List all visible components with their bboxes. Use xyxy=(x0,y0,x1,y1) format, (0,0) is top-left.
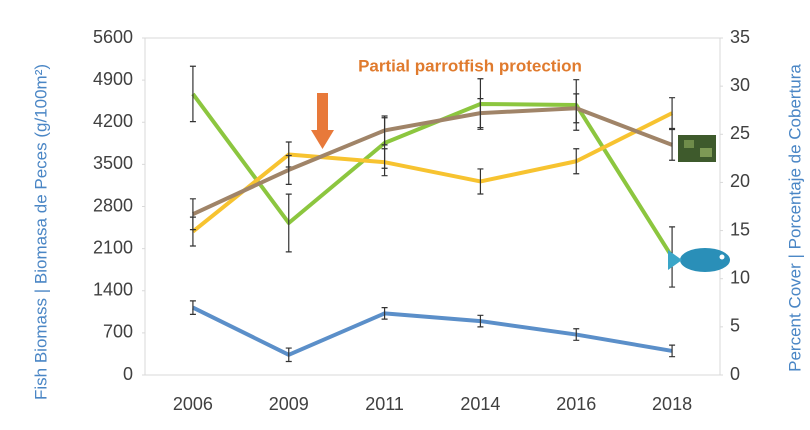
error-bar xyxy=(669,344,676,358)
error-bar xyxy=(189,65,196,123)
y2-tick-label: 10 xyxy=(730,267,750,287)
error-bar xyxy=(573,93,580,124)
x-tick-label: 2016 xyxy=(556,394,596,414)
y2-axis-title: Percent Cover | Porcentaje de Cobertura xyxy=(785,64,804,372)
error-bar xyxy=(477,98,484,129)
annotation: Partial parrotfish protection xyxy=(358,56,582,75)
arrow xyxy=(311,93,334,149)
y2-tick-label: 20 xyxy=(730,171,750,191)
y2-tick-label: 35 xyxy=(730,27,750,47)
error-bar xyxy=(285,154,292,185)
y-tick-label: 0 xyxy=(123,364,133,384)
y2-tick-label: 25 xyxy=(730,123,750,143)
error-bar xyxy=(189,300,196,315)
line xyxy=(191,111,673,234)
fish-icon xyxy=(668,248,730,272)
error-bar xyxy=(381,115,388,146)
y2-tick-label: 15 xyxy=(730,219,750,239)
y2-tick-label: 5 xyxy=(730,316,740,336)
y-tick-label: 2800 xyxy=(93,195,133,215)
y-tick-label: 4900 xyxy=(93,69,133,89)
error-bar xyxy=(189,198,196,231)
y-tick-label: 5600 xyxy=(93,27,133,47)
error-bar xyxy=(573,148,580,175)
y-tick-label: 700 xyxy=(103,322,133,342)
y-tick-label: 3500 xyxy=(93,153,133,173)
algae-icon xyxy=(678,135,716,162)
y-tick-label: 2100 xyxy=(93,237,133,257)
line xyxy=(192,305,673,357)
error-bar xyxy=(285,193,292,253)
y2-tick-label: 0 xyxy=(730,364,740,384)
error-bar xyxy=(573,328,580,341)
x-tick-label: 2014 xyxy=(460,394,500,414)
y-tick-label: 1400 xyxy=(93,280,133,300)
error-bar xyxy=(285,347,292,363)
error-bar xyxy=(477,168,484,195)
error-bar xyxy=(477,314,484,328)
x-tick-label: 2009 xyxy=(269,394,309,414)
x-tick-label: 2011 xyxy=(365,394,404,414)
x-tick-label: 2018 xyxy=(652,394,692,414)
error-bar xyxy=(669,97,676,130)
y-axis-title: Fish Biomass | Biomasa de Peces (g/100m²… xyxy=(31,64,50,400)
error-bar xyxy=(381,148,388,177)
error-bar xyxy=(669,128,676,161)
y2-tick-label: 30 xyxy=(730,75,750,95)
error-bar xyxy=(381,307,388,320)
line xyxy=(192,106,673,217)
y-tick-label: 4200 xyxy=(93,111,133,131)
x-tick-label: 2006 xyxy=(173,394,213,414)
